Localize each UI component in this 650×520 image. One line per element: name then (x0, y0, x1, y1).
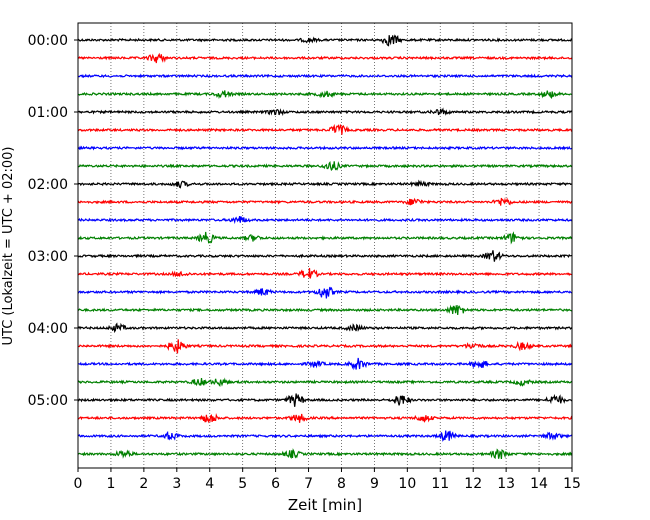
x-axis: 0 1 2 3 4 5 6 7 8 9 10 11 12 13 14 15 (74, 468, 581, 492)
trace-line (77, 145, 573, 151)
y-tick-label: 01:00 (28, 105, 68, 121)
trace-line (77, 90, 573, 100)
y-tick-label: 04:00 (28, 321, 68, 337)
x-tick-label: 1 (106, 476, 115, 492)
trace-line (77, 377, 573, 387)
trace-line (77, 215, 573, 225)
trace-line (77, 197, 573, 206)
trace-line (77, 322, 573, 334)
y-axis: 00:00 01:00 02:00 03:00 04:00 05:00 (28, 33, 78, 409)
trace-line (77, 448, 573, 460)
trace-line (77, 231, 573, 245)
x-tick-label: 13 (497, 476, 515, 492)
trace-line (77, 250, 573, 262)
trace-line (77, 413, 573, 424)
trace-line (77, 393, 573, 407)
trace-line (77, 268, 573, 279)
x-tick-label: 0 (74, 476, 83, 492)
trace-line (77, 161, 572, 171)
trace-line (77, 286, 573, 299)
plot-frame (77, 22, 573, 469)
y-tick-label: 05:00 (28, 393, 68, 409)
y-tick-label: 00:00 (28, 33, 68, 49)
grid-lines (110, 23, 540, 468)
trace-line (77, 52, 573, 64)
traces-group (77, 34, 573, 460)
plot-area (78, 23, 572, 468)
x-tick-label: 3 (172, 476, 181, 492)
trace-line (77, 430, 573, 442)
x-tick-label: 4 (205, 476, 214, 492)
x-tick-label: 9 (370, 476, 379, 492)
x-tick-label: 7 (304, 476, 313, 492)
x-tick-label: 6 (271, 476, 280, 492)
trace-line (77, 357, 573, 371)
trace-line (77, 34, 572, 47)
trace-line (78, 304, 573, 316)
x-tick-label: 5 (238, 476, 247, 492)
trace-line (77, 123, 573, 135)
y-tick-label: 03:00 (28, 249, 68, 265)
x-tick-label: 15 (563, 476, 581, 492)
x-tick-label: 10 (398, 476, 416, 492)
x-tick-label: 2 (139, 476, 148, 492)
x-tick-label: 11 (431, 476, 449, 492)
trace-line (77, 107, 573, 117)
trace-line (77, 179, 573, 189)
x-tick-label: 14 (530, 476, 548, 492)
x-tick-label: 12 (464, 476, 482, 492)
trace-line (77, 73, 573, 79)
trace-line (77, 339, 573, 354)
x-axis-label: Zeit [min] (288, 496, 362, 514)
y-axis-label: UTC (Lokalzeit = UTC + 02:00) (1, 147, 16, 346)
x-tick-label: 8 (337, 476, 346, 492)
y-tick-label: 02:00 (28, 177, 68, 193)
